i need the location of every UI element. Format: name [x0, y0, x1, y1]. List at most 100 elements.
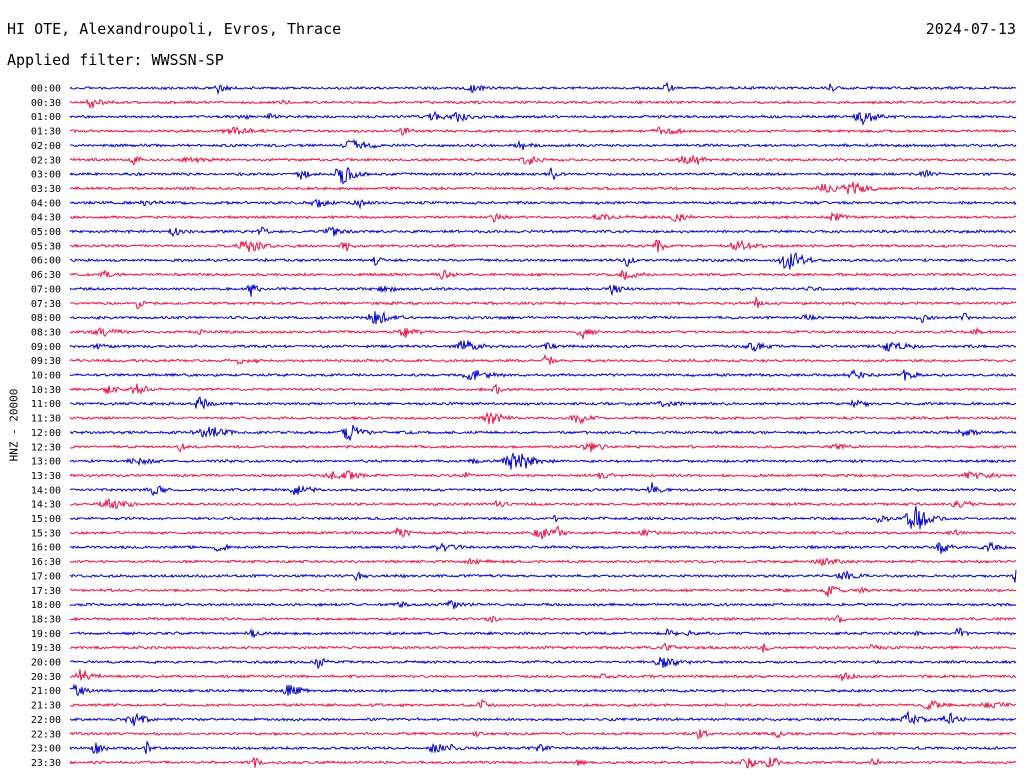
record-date: 2024-07-13 — [925, 20, 1016, 38]
row-time-label: 10:30 — [31, 385, 61, 396]
row-time-label: 06:30 — [31, 270, 61, 281]
row-time-label: 21:30 — [31, 701, 61, 712]
row-time-label: 05:30 — [31, 241, 61, 252]
seismic-trace — [69, 353, 1017, 366]
seismic-trace — [69, 642, 1017, 653]
seismic-trace — [69, 81, 1017, 96]
seismic-trace — [69, 441, 1017, 453]
seismic-trace — [69, 340, 1017, 353]
seismic-trace — [69, 683, 1017, 697]
seismic-trace — [69, 284, 1017, 297]
seismic-trace — [69, 181, 1017, 195]
row-time-label: 14:00 — [31, 485, 61, 496]
row-time-label: 06:00 — [31, 256, 61, 267]
seismic-trace — [69, 698, 1017, 711]
row-time-label: 18:30 — [31, 614, 61, 625]
row-time-label: 20:30 — [31, 672, 61, 683]
row-time-label: 02:30 — [31, 155, 61, 166]
seismic-trace — [69, 626, 1017, 639]
seismic-trace — [69, 295, 1017, 309]
row-time-label: 08:30 — [31, 327, 61, 338]
seismic-trace — [69, 614, 1017, 624]
row-time-label: 14:30 — [31, 500, 61, 511]
seismic-trace — [69, 557, 1017, 568]
row-time-label: 08:00 — [31, 313, 61, 324]
station-title: HI OTE, Alexandroupoli, Evros, Thrace — [7, 20, 342, 38]
seismic-trace — [69, 498, 1017, 510]
seismic-trace — [69, 451, 1017, 470]
seismic-trace — [69, 569, 1017, 583]
row-time-label: 03:00 — [31, 170, 61, 181]
seismic-trace — [69, 599, 1017, 610]
seismic-trace — [69, 368, 1017, 381]
row-time-label: 13:30 — [31, 471, 61, 482]
seismic-trace — [69, 756, 1017, 769]
seismic-trace — [69, 251, 1017, 270]
row-time-label: 01:00 — [31, 112, 61, 123]
seismic-trace — [69, 411, 1017, 425]
row-time-label: 04:30 — [31, 213, 61, 224]
seismic-trace — [69, 98, 1017, 109]
seismic-trace — [69, 482, 1017, 497]
row-time-label: 02:00 — [31, 141, 61, 152]
row-time-label: 09:30 — [31, 356, 61, 367]
row-time-label: 04:00 — [31, 198, 61, 209]
seismic-trace — [69, 710, 1017, 727]
seismic-trace — [69, 110, 1017, 126]
seismic-trace — [69, 741, 1017, 755]
row-time-label: 00:30 — [31, 98, 61, 109]
seismic-trace — [69, 669, 1017, 682]
row-time-label: 12:00 — [31, 428, 61, 439]
row-time-label: 17:00 — [31, 571, 61, 582]
filter-label: Applied filter: WWSSN-SP — [7, 51, 224, 69]
row-time-label: 07:00 — [31, 284, 61, 295]
row-time-label: 12:30 — [31, 442, 61, 453]
row-time-label: 20:00 — [31, 658, 61, 669]
row-time-label: 22:30 — [31, 729, 61, 740]
row-time-label: 16:00 — [31, 543, 61, 554]
row-time-label: 22:00 — [31, 715, 61, 726]
row-time-label: 11:30 — [31, 414, 61, 425]
seismic-trace — [69, 138, 1017, 150]
seismic-trace — [69, 198, 1017, 210]
row-time-label: 03:30 — [31, 184, 61, 195]
seismic-trace — [69, 153, 1017, 166]
row-time-label: 15:30 — [31, 528, 61, 539]
seismic-trace — [69, 269, 1017, 281]
row-time-label: 19:30 — [31, 643, 61, 654]
seismic-trace — [69, 541, 1017, 554]
row-time-label: 17:30 — [31, 586, 61, 597]
row-time-label: 15:00 — [31, 514, 61, 525]
row-time-label: 21:00 — [31, 686, 61, 697]
seismic-trace — [69, 311, 1017, 325]
seismic-trace — [69, 166, 1017, 185]
seismic-trace — [69, 211, 1017, 224]
seismic-trace — [69, 424, 1017, 441]
row-time-label: 19:00 — [31, 629, 61, 640]
row-time-label: 05:00 — [31, 227, 61, 238]
row-time-label: 07:30 — [31, 299, 61, 310]
seismic-trace — [69, 239, 1017, 253]
seismic-trace — [69, 326, 1017, 340]
row-time-label: 01:30 — [31, 127, 61, 138]
seismic-trace — [69, 226, 1017, 238]
seismic-trace — [69, 729, 1017, 739]
row-time-label: 13:00 — [31, 457, 61, 468]
seismic-trace — [69, 470, 1017, 480]
row-time-label: 00:00 — [31, 84, 61, 95]
row-time-label: 10:00 — [31, 371, 61, 382]
seismic-trace — [69, 506, 1017, 530]
seismic-trace — [69, 656, 1017, 670]
row-time-label: 23:30 — [31, 758, 61, 769]
row-time-label: 16:30 — [31, 557, 61, 568]
seismic-trace — [69, 525, 1017, 540]
row-time-label: 09:00 — [31, 342, 61, 353]
seismic-trace — [69, 126, 1017, 136]
seismic-trace — [69, 383, 1017, 395]
seismic-trace — [69, 585, 1017, 597]
row-time-label: 18:00 — [31, 600, 61, 611]
seismic-trace — [69, 396, 1017, 410]
row-time-label: 23:00 — [31, 744, 61, 755]
row-time-label: 11:00 — [31, 399, 61, 410]
